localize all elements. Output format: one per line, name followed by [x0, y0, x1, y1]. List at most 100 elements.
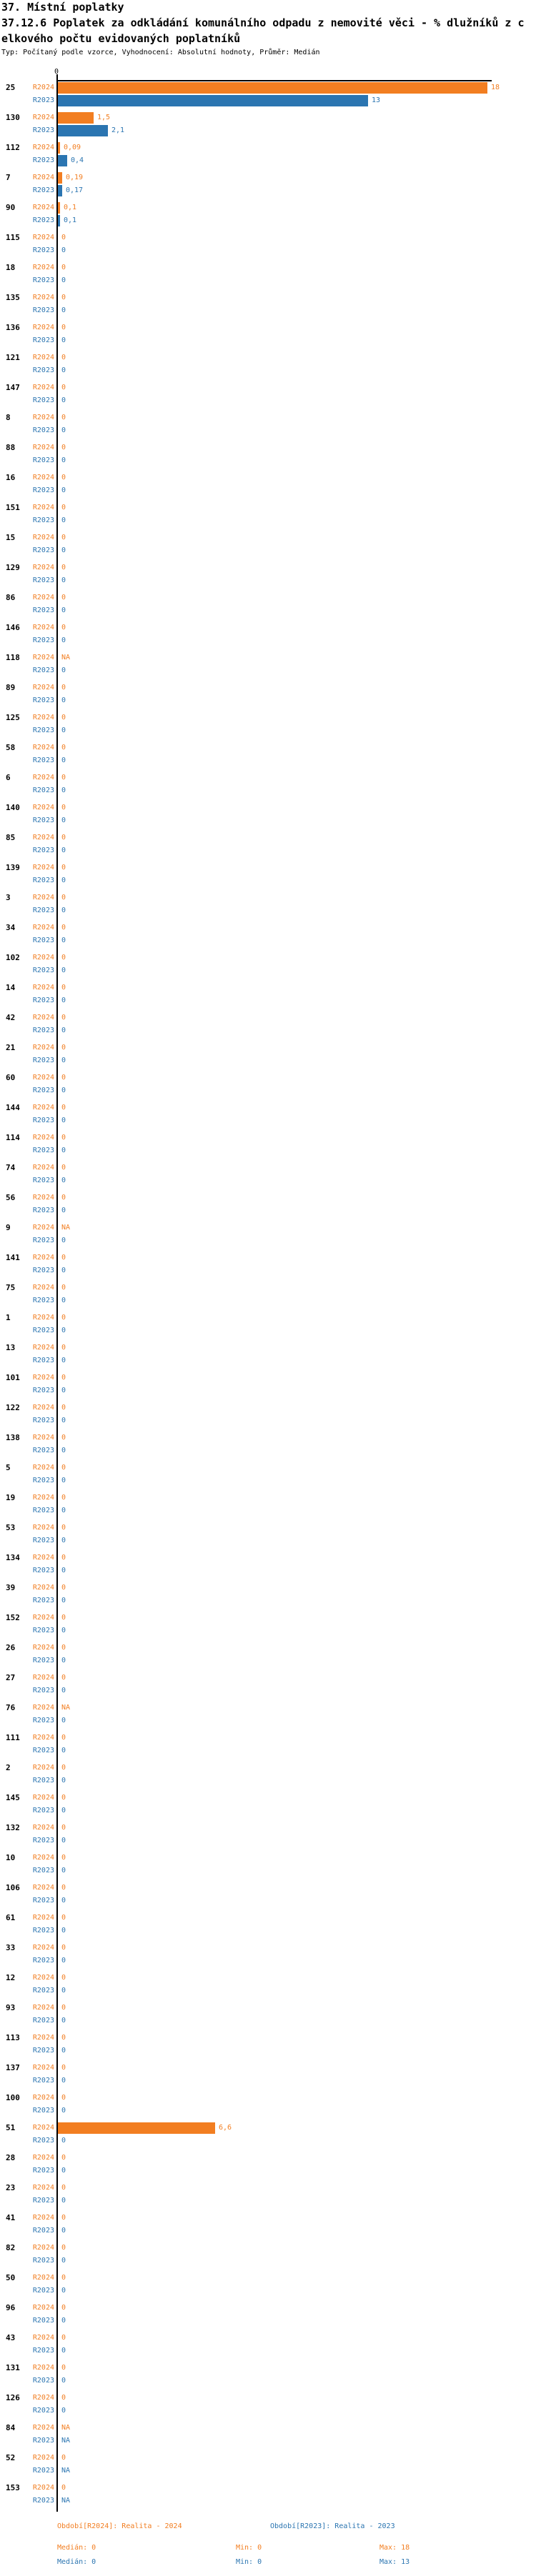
series-label-r2023: R2023 — [32, 2407, 54, 2415]
series-label-r2024: R2024 — [32, 324, 54, 331]
value-label-r2024: 0 — [61, 1284, 66, 1292]
group-id-label: 101 — [6, 1373, 20, 1382]
series-label-r2024: R2024 — [32, 2364, 54, 2372]
bar-row-r2023: R2023 0 — [0, 1504, 536, 1517]
value-label-r2023: 0 — [61, 486, 66, 494]
value-label-r2024: 0 — [61, 864, 66, 872]
group-id-label: 146 — [6, 623, 20, 632]
series-label-r2024: R2024 — [32, 1494, 54, 1502]
axis-top-line — [56, 80, 492, 81]
value-label-r2023: 0 — [61, 426, 66, 434]
bar-group: 137 R2024 0 R2023 0 — [0, 2062, 536, 2087]
value-label-r2024: 0 — [61, 264, 66, 271]
bar-group: 111 R2024 0 R2023 0 — [0, 1732, 536, 1757]
bar-row-r2024: 74 R2024 0 — [0, 1162, 536, 1174]
value-label-r2024: 0 — [61, 2364, 66, 2372]
series-label-r2023: R2023 — [32, 1987, 54, 1995]
bar-row-r2023: R2023 0 — [0, 1474, 536, 1487]
series-label-r2024: R2024 — [32, 1404, 54, 1412]
value-label-r2023: 0 — [61, 516, 66, 524]
stat-max-r2024: Max: 18 — [379, 2544, 410, 2552]
group-id-label: 53 — [6, 1523, 16, 1532]
bar-row-r2023: R2023 0 — [0, 1804, 536, 1817]
value-label-r2024: 0 — [61, 924, 66, 932]
value-label-r2023: 0 — [61, 1447, 66, 1454]
series-label-r2023: R2023 — [32, 2287, 54, 2295]
group-id-label: 134 — [6, 1553, 20, 1562]
series-label-r2023: R2023 — [32, 636, 54, 644]
bar-row-r2023: R2023 0 — [0, 1894, 536, 1907]
series-label-r2024: R2024 — [32, 1584, 54, 1592]
bar-row-r2024: 14 R2024 0 — [0, 982, 536, 994]
value-label-r2024: 0 — [61, 294, 66, 301]
value-label-r2024: 0 — [61, 1644, 66, 1652]
series-label-r2023: R2023 — [32, 546, 54, 554]
bar-group: 100 R2024 0 R2023 0 — [0, 2092, 536, 2117]
bar-row-r2023: R2023 0 — [0, 1834, 536, 1847]
value-label-r2023: 0 — [61, 1087, 66, 1094]
series-label-r2023: R2023 — [32, 787, 54, 794]
stat-min-r2023: Min: 0 — [236, 2558, 262, 2566]
series-label-r2023: R2023 — [32, 697, 54, 704]
value-label-r2024: 0 — [61, 2004, 66, 2012]
bar-row-r2024: 5 R2024 0 — [0, 1462, 536, 1474]
bar-row-r2024: 111 R2024 0 — [0, 1732, 536, 1744]
bar-r2024 — [58, 172, 62, 184]
bar-group: 125 R2024 0 R2023 0 — [0, 712, 536, 737]
series-label-r2023: R2023 — [32, 1807, 54, 1814]
bar-row-r2024: 137 R2024 0 — [0, 2062, 536, 2075]
series-label-r2024: R2024 — [32, 414, 54, 421]
bar-row-r2023: R2023 0,17 — [0, 184, 536, 197]
group-id-label: 93 — [6, 2003, 16, 2012]
series-label-r2023: R2023 — [32, 426, 54, 434]
value-label-r2023: 0 — [61, 576, 66, 584]
value-label-r2024: 0,09 — [64, 144, 81, 151]
group-id-label: 28 — [6, 2153, 16, 2162]
bar-row-r2023: R2023 0 — [0, 2345, 536, 2357]
bar-row-r2024: 2 R2024 0 — [0, 1762, 536, 1774]
bar-row-r2024: 125 R2024 0 — [0, 712, 536, 724]
bar-row-r2023: R2023 0 — [0, 2015, 536, 2027]
series-label-r2024: R2024 — [32, 1824, 54, 1832]
legend-r2024: Období[R2024]: Realita - 2024 — [57, 2522, 182, 2530]
series-label-r2024: R2024 — [32, 2214, 54, 2222]
chart-subtitle-line1: 37.12.6 Poplatek za odkládání komunálníh… — [1, 16, 525, 29]
group-id-label: 15 — [6, 533, 16, 542]
group-id-label: 2 — [6, 1763, 11, 1772]
bar-row-r2024: 135 R2024 0 — [0, 291, 536, 304]
value-label-r2023: 0 — [61, 667, 66, 674]
bar-row-r2023: R2023 0 — [0, 1384, 536, 1397]
bar-row-r2023: R2023 0 — [0, 1264, 536, 1277]
series-label-r2024: R2024 — [32, 1074, 54, 1082]
value-label-r2024: 0 — [61, 954, 66, 962]
bar-row-r2023: R2023 0 — [0, 964, 536, 977]
series-label-r2024: R2024 — [32, 1524, 54, 1532]
group-id-label: 60 — [6, 1073, 16, 1082]
group-id-label: 43 — [6, 2333, 16, 2342]
group-id-label: 23 — [6, 2183, 16, 2192]
value-label-r2024: 0 — [61, 1014, 66, 1022]
group-id-label: 61 — [6, 1913, 16, 1922]
bar-row-r2023: R2023 0 — [0, 1324, 536, 1337]
value-label-r2023: 2,1 — [111, 126, 125, 134]
bar-row-r2024: 136 R2024 0 — [0, 321, 536, 334]
group-id-label: 113 — [6, 2033, 20, 2042]
series-label-r2023: R2023 — [32, 2137, 54, 2145]
series-label-r2024: R2024 — [32, 1464, 54, 1472]
bar-row-r2023: R2023 0 — [0, 2255, 536, 2267]
series-label-r2024: R2024 — [32, 834, 54, 842]
bar-row-r2024: 19 R2024 0 — [0, 1492, 536, 1504]
series-label-r2023: R2023 — [32, 2257, 54, 2265]
value-label-r2024: 0 — [61, 594, 66, 601]
group-id-label: 8 — [6, 413, 11, 422]
value-label-r2024: 0 — [61, 1314, 66, 1322]
bar-group: 131 R2024 0 R2023 0 — [0, 2362, 536, 2387]
value-label-r2023: 0 — [61, 817, 66, 824]
group-id-label: 33 — [6, 1943, 16, 1952]
value-label-r2024: 0 — [61, 1464, 66, 1472]
chart-meta-info: Typ: Počítaný podle vzorce, Vyhodnocení:… — [1, 49, 320, 56]
bar-row-r2024: 141 R2024 0 — [0, 1252, 536, 1264]
series-label-r2023: R2023 — [32, 276, 54, 284]
bar-group: 114 R2024 0 R2023 0 — [0, 1132, 536, 1157]
bar-group: 42 R2024 0 R2023 0 — [0, 1012, 536, 1037]
